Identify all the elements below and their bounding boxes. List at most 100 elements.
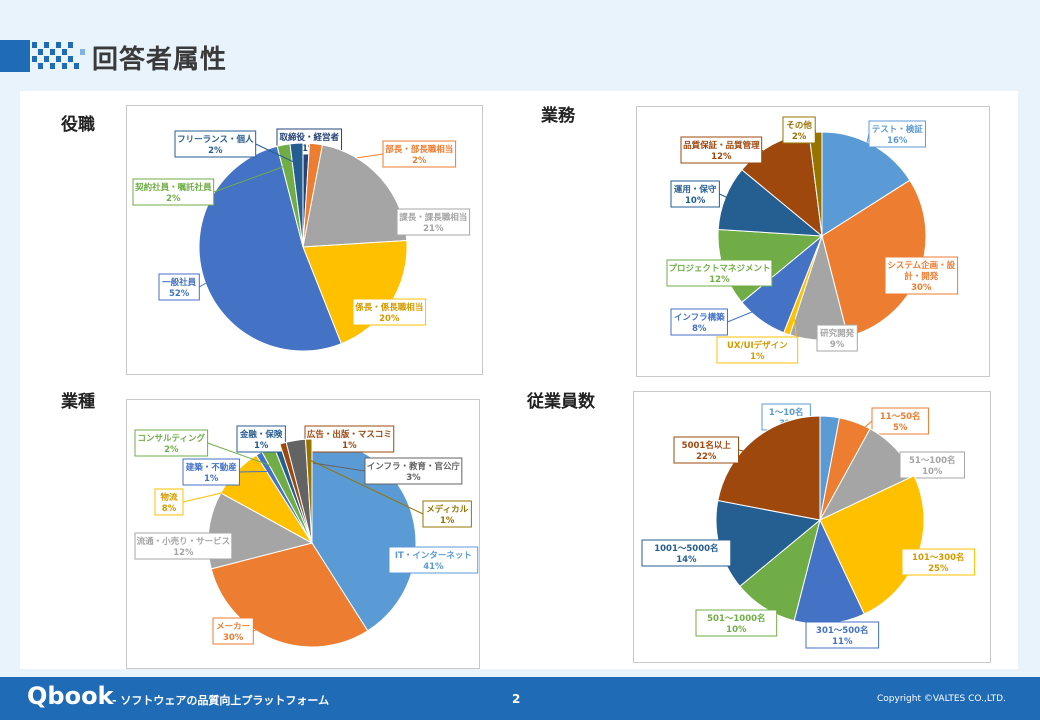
pie-chart-industry-svg: IT・インターネット 41% メーカー 30% 流通・小売り・サービス 12% 物流 8% 建築…	[134, 425, 479, 648]
data-label-box	[641, 539, 732, 567]
leader-line	[255, 143, 298, 165]
pie-slice	[289, 142, 304, 248]
leader-line	[897, 548, 903, 563]
data-label-box	[782, 116, 816, 144]
data-label: インフラ構築 8%	[674, 312, 725, 334]
leader-line	[207, 442, 277, 469]
footer-bar: Qbook - ソフトウェアの品質向上プラットフォーム 2 Copyright …	[0, 677, 1040, 720]
data-label-box	[680, 136, 763, 164]
data-label: 5001名以上 22%	[682, 440, 732, 462]
data-label-box	[388, 546, 479, 574]
data-label: IT・インターネット 41%	[395, 550, 472, 572]
data-label-box	[132, 178, 215, 206]
leader-line	[719, 193, 745, 206]
data-label: 建築・不動産 1%	[185, 462, 238, 484]
data-label-box	[871, 407, 929, 435]
footer-tagline: - ソフトウェアの品質向上プラットフォーム	[112, 694, 330, 707]
data-label: 物流 8%	[160, 492, 178, 514]
leader-line	[847, 420, 873, 443]
chart-title-employees: 従業員数	[527, 392, 595, 412]
leader-line	[727, 302, 774, 323]
pie-slice	[198, 145, 342, 352]
leader-line	[239, 470, 270, 473]
leader-line	[309, 459, 424, 515]
data-label-box	[816, 324, 858, 352]
data-label: UX/UIデザイン 1%	[727, 340, 788, 362]
brand-logo[interactable]: Qbook	[27, 682, 114, 710]
pie-chart-work-svg: テスト・検証 16% システム企画・設計・開発 30% 研究開発 9% UX/UIデザイン 1…	[666, 116, 959, 364]
data-label: 1001～5000名 14%	[654, 543, 718, 565]
leader-line	[861, 133, 870, 164]
title-bar: 回答者属性	[0, 37, 1040, 75]
data-label: コンサルティング 2%	[138, 433, 206, 455]
leader-line	[761, 149, 783, 164]
data-label-box	[673, 436, 740, 464]
chart-title-industry: 業種	[61, 392, 95, 412]
data-label-box	[134, 429, 209, 457]
data-label: 運用・保守 10%	[674, 184, 717, 206]
page-number: 2	[512, 692, 521, 706]
leader-line	[182, 485, 252, 503]
copyright: Copyright ©VALTES CO.,LTD.	[877, 694, 1006, 704]
data-label-box	[884, 256, 959, 295]
data-label: 金融・保険 1%	[239, 429, 283, 451]
data-label-box	[422, 500, 472, 528]
data-label-box	[212, 617, 254, 645]
leader-line	[213, 164, 288, 193]
page-title: 回答者属性	[92, 45, 228, 75]
leader-line	[738, 449, 768, 457]
data-label-box	[670, 308, 728, 336]
title-decoration-icon	[0, 40, 85, 72]
data-label: 流通・小売り・サービス 12%	[137, 536, 231, 558]
data-label: システム企画・設計・開発 30%	[887, 260, 955, 293]
data-label-box	[901, 548, 976, 576]
data-label-box	[182, 458, 240, 486]
data-label: フリーランス・個人 2%	[177, 134, 254, 156]
pie-chart-position: 取締役・経営者1%部長・部長職相当2%課長・課長職相当21%係長・係長職相当20…	[126, 105, 483, 375]
data-label: メディカル 1%	[426, 504, 468, 526]
data-label-box	[134, 532, 233, 560]
data-label: 部長・部長職相当 2%	[385, 144, 453, 166]
data-label-box	[154, 488, 184, 516]
data-label-box	[666, 259, 773, 287]
data-label-box	[396, 208, 471, 236]
data-label-box	[236, 425, 286, 453]
data-label: 広告・出版・マスコミ 1%	[307, 429, 392, 451]
pie-slice	[207, 492, 314, 570]
data-label-box	[158, 273, 200, 301]
data-label-box	[716, 336, 799, 364]
data-label: インフラ・教育・官公庁 3%	[367, 461, 461, 483]
data-label: プロジェクトマネジメント 12%	[668, 263, 770, 285]
data-label-box	[382, 140, 457, 168]
data-label: 11～50名 5%	[880, 411, 921, 433]
leader-line	[880, 462, 901, 466]
leader-line	[365, 191, 398, 223]
pie-slice	[304, 438, 313, 544]
pie-chart-work: テスト・検証 16% システム企画・設計・開発 30% 研究開発 9% UX/UIデザイン 1…	[636, 106, 990, 377]
data-label: 課長・課長職相当 21%	[399, 212, 467, 234]
data-label: 501～1000名 10%	[707, 613, 765, 635]
data-label: 301～500名 11%	[816, 625, 869, 647]
pie-chart-position-svg: 取締役・経営者1%部長・部長職相当2%課長・課長職相当21%係長・係長職相当20…	[132, 128, 471, 352]
data-label: 研究開発 9%	[820, 328, 855, 350]
leader-line	[730, 540, 740, 554]
pie-chart-employees: 1～10名3%11～50名5%51～100名10%101～300名25%301～…	[633, 391, 991, 663]
data-label: 品質保証・品質管理 12%	[683, 140, 760, 162]
data-label: 51～100名 10%	[909, 455, 956, 477]
data-label: 101～300名 25%	[912, 552, 965, 574]
data-label: 契約社員・嘱託社員 2%	[134, 182, 212, 204]
data-label-box	[695, 609, 778, 637]
data-label: テスト・検証 16%	[872, 124, 924, 146]
data-label: その他 2%	[786, 120, 812, 142]
data-label-box	[352, 298, 427, 326]
pie-chart-industry: IT・インターネット 41% メーカー 30% 流通・小売り・サービス 12% 物流 8% 建築…	[126, 399, 480, 669]
leader-line	[199, 272, 225, 288]
pie-slice	[717, 415, 821, 521]
leader-line	[253, 619, 282, 632]
chart-title-work: 業務	[541, 106, 575, 126]
data-label-box	[364, 457, 463, 485]
data-label: 係長・係長職相当 20%	[355, 302, 423, 324]
data-label-box	[174, 130, 257, 158]
pie-chart-employees-svg: 1～10名3%11～50名5%51～100名10%101～300名25%301～…	[641, 403, 976, 649]
data-label-box	[670, 180, 720, 208]
